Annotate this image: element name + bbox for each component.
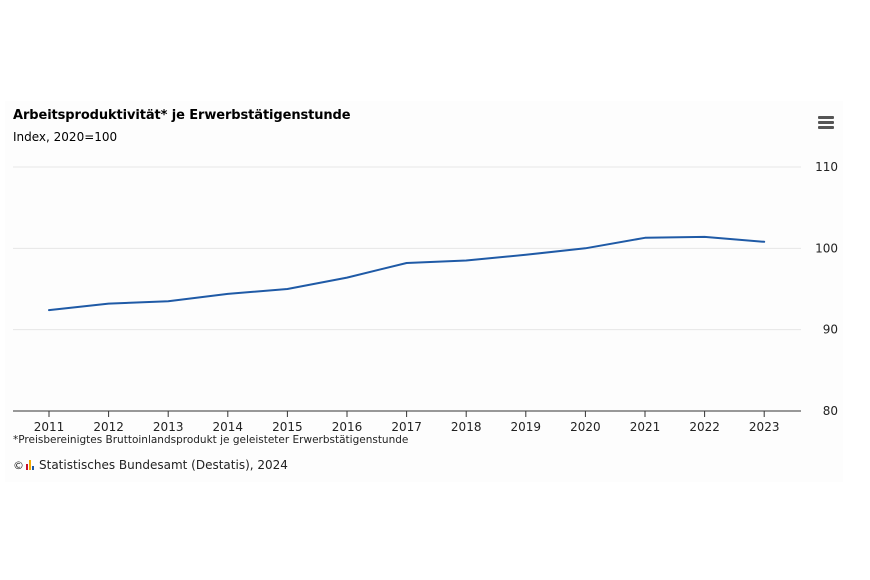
x-tick-label: 2022 xyxy=(689,420,720,434)
chart-title: Arbeitsproduktivität* je Erwerbstätigens… xyxy=(13,108,351,123)
x-axis-tick-labels: 2011 2012 2013 2014 2015 2016 2017 2018 2019 2020… xyxy=(34,420,780,434)
source-credit: © Statistisches Bundesamt (Destatis), 20… xyxy=(13,458,288,472)
x-tick-label: 2016 xyxy=(332,420,363,434)
destatis-logo-icon xyxy=(26,460,36,470)
y-tick-label: 110 xyxy=(815,160,838,174)
x-tick-label: 2020 xyxy=(570,420,601,434)
chart-menu-button[interactable] xyxy=(813,114,839,132)
grid-lines xyxy=(13,166,801,331)
chart-footnote: *Preisbereinigtes Bruttoinlandsprodukt j… xyxy=(13,434,409,446)
y-tick-label: 90 xyxy=(823,323,838,337)
y-tick-label: 100 xyxy=(815,241,838,255)
x-tick-label: 2011 xyxy=(34,420,65,434)
x-tick-label: 2018 xyxy=(451,420,482,434)
x-tick-label: 2019 xyxy=(511,420,542,434)
y-tick-label: 80 xyxy=(823,404,838,418)
series-line xyxy=(48,235,766,312)
chart-subtitle: Index, 2020=100 xyxy=(13,130,118,144)
x-tick-label: 2021 xyxy=(630,420,661,434)
x-tick-label: 2012 xyxy=(93,420,124,434)
copyright-icon: © xyxy=(13,458,24,472)
source-text: Statistisches Bundesamt (Destatis), 2024 xyxy=(39,458,288,472)
series-layer xyxy=(48,235,766,312)
x-tick-label: 2013 xyxy=(153,420,184,434)
x-tick-label: 2014 xyxy=(213,420,244,434)
x-tick-label: 2023 xyxy=(749,420,780,434)
x-axis xyxy=(13,410,801,417)
x-tick-label: 2015 xyxy=(272,420,303,434)
y-axis-tick-labels: 80 90 100 110 xyxy=(815,160,838,418)
x-tick-label: 2017 xyxy=(391,420,422,434)
chart-card xyxy=(5,101,843,482)
